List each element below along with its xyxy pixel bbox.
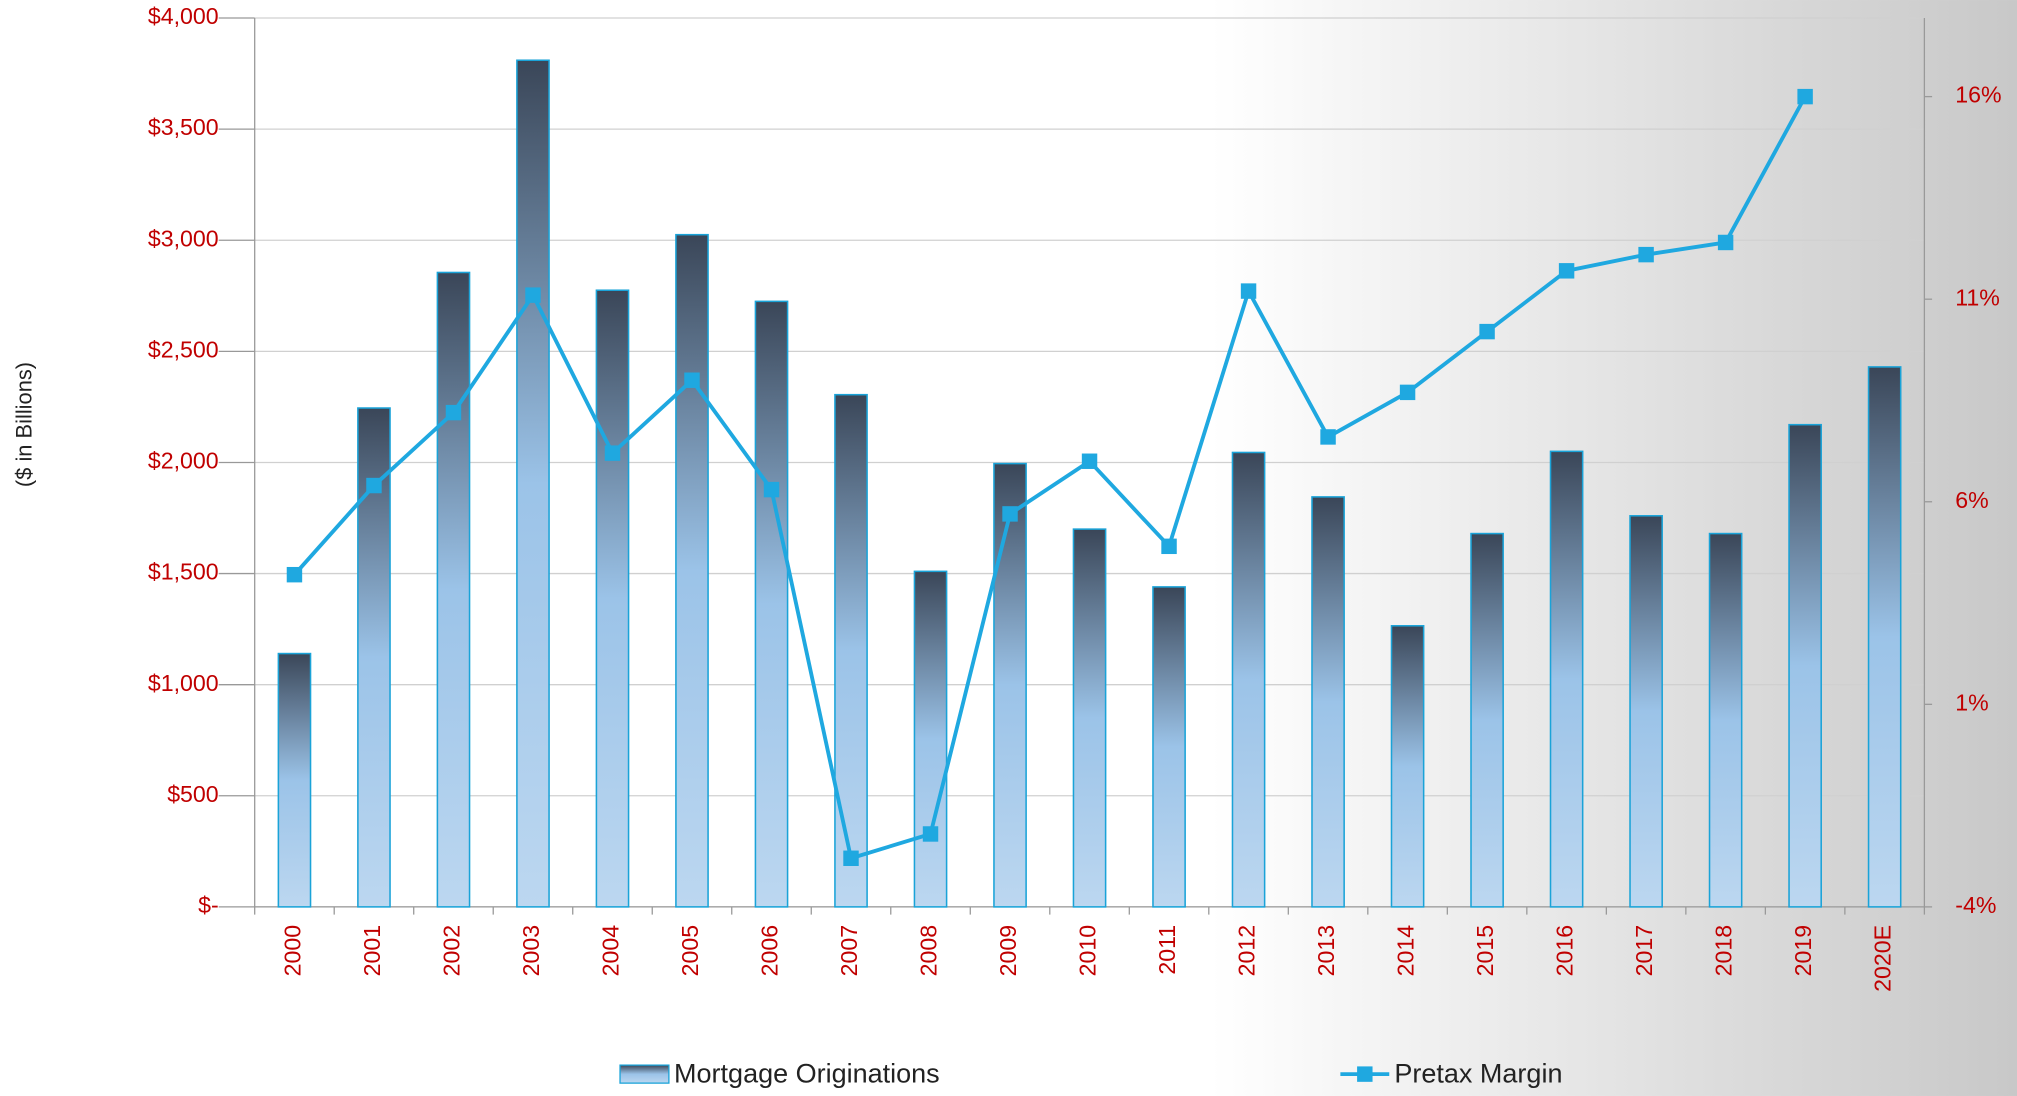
- legend-label: Pretax Margin: [1394, 1059, 1562, 1089]
- x-tick-label: 2011: [1154, 925, 1180, 975]
- x-tick-label: 2002: [439, 925, 465, 976]
- x-tick-label: 2008: [916, 925, 942, 976]
- line: [293, 95, 1807, 861]
- marker: [1558, 263, 1575, 279]
- bar: [436, 271, 471, 908]
- x-tick-label: 2014: [1393, 925, 1419, 977]
- bar: [1470, 532, 1504, 908]
- marker: [1240, 283, 1257, 299]
- y2-tick-label: -4%: [1955, 892, 1996, 918]
- y-tick-label: $1,000: [148, 670, 219, 696]
- marker: [445, 404, 462, 421]
- x-tick-label: 2018: [1711, 925, 1737, 976]
- y-tick-label: $1,500: [148, 559, 219, 585]
- x-tick-label: 2017: [1631, 925, 1657, 976]
- y2-tick-label: 6%: [1955, 487, 1988, 513]
- bar: [675, 233, 709, 908]
- bar: [595, 289, 630, 908]
- marker: [1320, 429, 1336, 445]
- marker: [922, 826, 939, 842]
- x-tick-label: 2005: [677, 925, 703, 976]
- marker: [366, 477, 382, 494]
- bar: [1867, 366, 1902, 908]
- y2-tick-label: 11%: [1955, 284, 2000, 310]
- x-tick-label: 2015: [1472, 925, 1498, 976]
- y2-tick-label: 1%: [1955, 689, 1988, 715]
- marker: [1479, 323, 1495, 340]
- y2-tick-label: 16%: [1955, 82, 2001, 108]
- bar: [1629, 515, 1663, 908]
- x-tick-label: 2001: [359, 925, 385, 976]
- bar: [277, 652, 312, 908]
- marker: [1797, 88, 1813, 105]
- y-tick-label: $4,000: [148, 3, 219, 29]
- legend-swatch: [1357, 1066, 1373, 1082]
- x-tick-label: 2000: [280, 925, 306, 976]
- y-tick-label: $2,000: [148, 448, 219, 474]
- marker: [525, 287, 541, 303]
- marker: [1399, 384, 1416, 401]
- bar: [1708, 532, 1743, 908]
- bar: [1788, 423, 1822, 908]
- y-tick-label: $500: [167, 781, 218, 807]
- y-axis-label: ($ in Billions): [12, 362, 37, 487]
- bar: [834, 393, 868, 908]
- marker: [1081, 453, 1098, 469]
- marker: [1002, 506, 1018, 522]
- x-tick-label: 2003: [518, 925, 544, 976]
- bar: [1152, 586, 1186, 908]
- bar: [1072, 528, 1107, 908]
- x-tick-label: 2007: [836, 925, 862, 976]
- marker: [286, 566, 303, 583]
- bar: [1390, 625, 1425, 908]
- x-tick-label: 2013: [1313, 925, 1339, 976]
- bar: [913, 570, 948, 908]
- bar: [993, 462, 1027, 908]
- bar: [1311, 496, 1345, 908]
- bar: [754, 300, 789, 908]
- marker: [684, 372, 700, 388]
- x-tick-label: 2004: [598, 925, 624, 977]
- x-tick-label: 2019: [1790, 925, 1816, 976]
- y-tick-label: $3,000: [148, 225, 219, 251]
- x-tick-label: 2009: [995, 925, 1021, 976]
- y-tick-label: $-: [198, 892, 219, 918]
- bar: [516, 59, 550, 908]
- legend-swatch: [619, 1064, 670, 1084]
- marker: [763, 481, 780, 498]
- x-tick-label: 2020E: [1870, 925, 1896, 992]
- x-tick-label: 2006: [757, 925, 783, 976]
- marker: [604, 445, 621, 461]
- x-tick-label: 2016: [1552, 925, 1578, 976]
- y-tick-label: $3,500: [148, 114, 219, 140]
- legend-label: Mortgage Originations: [674, 1059, 940, 1089]
- marker: [1161, 538, 1177, 555]
- marker: [1638, 246, 1654, 263]
- x-tick-label: 2010: [1075, 925, 1101, 976]
- x-tick-label: 2012: [1234, 925, 1260, 976]
- y-tick-label: $2,500: [148, 336, 219, 362]
- marker: [843, 850, 859, 866]
- bar: [1549, 450, 1584, 908]
- bar: [1231, 451, 1266, 908]
- marker: [1717, 234, 1734, 251]
